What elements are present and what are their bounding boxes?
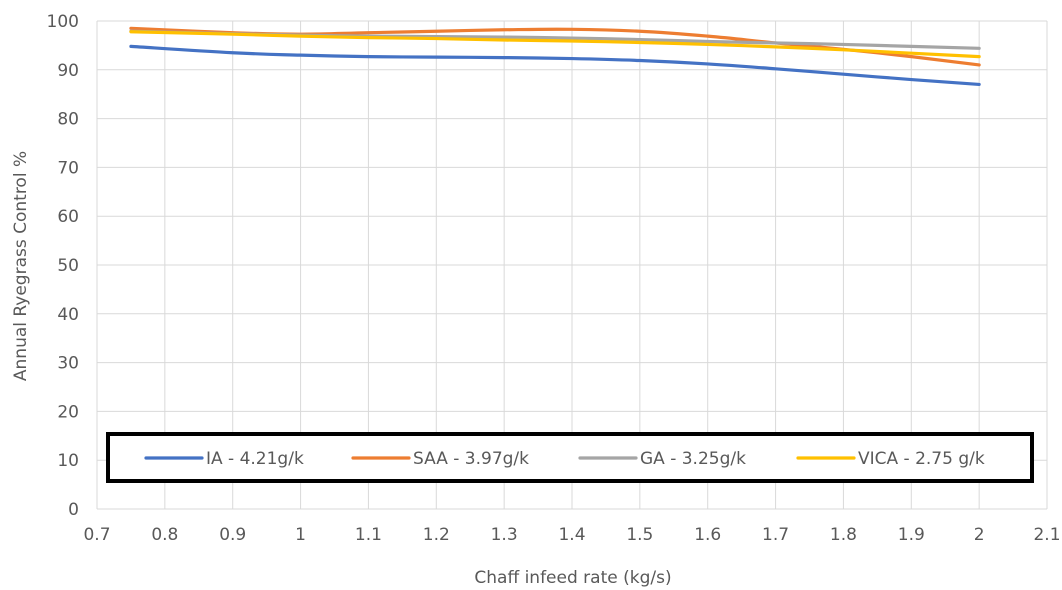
x-tick-label: 2	[974, 525, 985, 545]
legend-box	[106, 432, 1034, 483]
y-tick-label: 80	[57, 110, 79, 130]
series-line-4	[129, 30, 981, 59]
x-tick-label: 1.2	[423, 525, 450, 545]
series-line-1	[129, 44, 981, 87]
legend-label-1: IA - 4.21g/k	[206, 449, 304, 469]
x-tick-label: 2.1	[1033, 525, 1060, 545]
x-tick-label: 1.4	[558, 525, 585, 545]
x-tick-label: 1.6	[694, 525, 721, 545]
y-tick-label: 0	[68, 500, 79, 520]
y-tick-label: 60	[57, 207, 79, 227]
y-tick-label: 40	[57, 305, 79, 325]
x-tick-label: 1.7	[762, 525, 789, 545]
y-tick-label: 10	[57, 451, 79, 471]
x-tick-label: 0.9	[219, 525, 246, 545]
x-tick-label: 0.8	[151, 525, 178, 545]
series-lines	[129, 26, 981, 87]
y-tick-label: 70	[57, 158, 79, 178]
y-tick-label: 100	[47, 12, 79, 32]
y-tick-label: 90	[57, 61, 79, 81]
x-tick-label: 1.3	[491, 525, 518, 545]
x-tick-label: 1.1	[355, 525, 382, 545]
x-axis-title: Chaff infeed rate (kg/s)	[474, 568, 671, 588]
legend-label-3: GA - 3.25g/k	[640, 449, 746, 469]
x-tick-label: 0.7	[83, 525, 110, 545]
axes: 0 10 20 30 40 50 60 70 80 90 100 0.7 0.8 0.9 1 1.1 1.2 1.…	[47, 12, 1061, 545]
grid	[96, 20, 1048, 510]
x-tick-label: 1.9	[898, 525, 925, 545]
y-tick-label: 30	[57, 354, 79, 374]
x-tick-label: 1.8	[830, 525, 857, 545]
y-axis-title: Annual Ryegrass Control %	[11, 151, 31, 381]
y-tick-label: 20	[57, 402, 79, 422]
x-tick-label: 1	[295, 525, 306, 545]
legend-label-4: VICA - 2.75 g/k	[858, 449, 985, 469]
legend-label-2: SAA - 3.97g/k	[413, 449, 529, 469]
x-tick-label: 1.5	[626, 525, 653, 545]
y-tick-label: 50	[57, 256, 79, 276]
legend: IA - 4.21g/k SAA - 3.97g/k GA - 3.25g/k VIC…	[106, 432, 1034, 483]
